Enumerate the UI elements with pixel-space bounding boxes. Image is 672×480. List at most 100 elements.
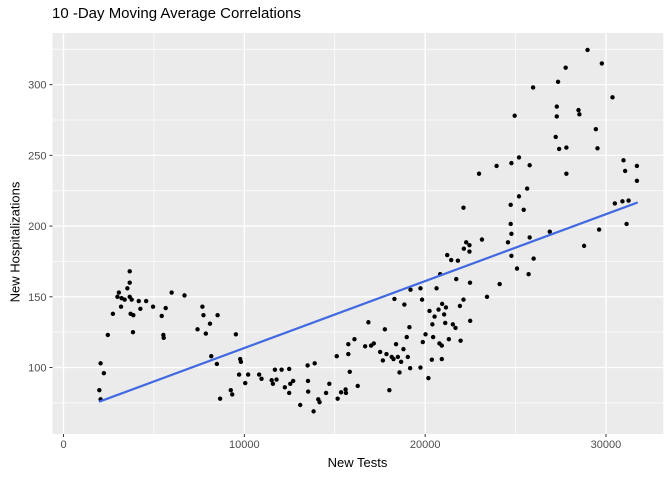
scatter-point xyxy=(115,294,120,299)
scatter-point xyxy=(624,221,629,227)
scatter-point xyxy=(521,207,526,213)
scatter-point xyxy=(311,409,316,414)
scatter-point xyxy=(338,390,344,395)
scatter-point xyxy=(236,372,242,377)
scatter-point xyxy=(122,297,127,302)
scatter-point xyxy=(362,344,368,349)
scatter-point xyxy=(547,229,552,234)
y-tick-label: 250 xyxy=(28,150,46,162)
scatter-point xyxy=(405,354,411,360)
scatter-point xyxy=(101,370,107,376)
scatter-point xyxy=(467,318,473,324)
scatter-point xyxy=(577,112,582,117)
scatter-point xyxy=(436,307,441,312)
scatter-point xyxy=(599,61,605,66)
scatter-point xyxy=(131,312,136,318)
scatter-point xyxy=(125,286,130,291)
scatter-point xyxy=(238,359,244,365)
scatter-point xyxy=(531,256,536,261)
scatter-point xyxy=(355,383,360,389)
scatter-point xyxy=(554,104,559,109)
scatter-point xyxy=(626,198,631,203)
scatter-point xyxy=(563,65,568,70)
scatter-point xyxy=(420,339,426,345)
scatter-point xyxy=(402,302,407,307)
scatter-point xyxy=(461,246,467,251)
scatter-point xyxy=(195,327,200,332)
scatter-point xyxy=(527,235,532,240)
scatter-point xyxy=(384,351,389,357)
scatter-point xyxy=(527,163,532,168)
scatter-point xyxy=(479,237,485,242)
scatter-point xyxy=(392,296,397,302)
scatter-point xyxy=(467,280,473,285)
scatter-point xyxy=(516,155,522,160)
scatter-point xyxy=(418,286,423,291)
scatter-point xyxy=(494,163,499,169)
y-tick-label: 150 xyxy=(28,292,46,304)
y-tick-label: 300 xyxy=(28,80,46,92)
scatter-point xyxy=(207,321,213,326)
scatter-point xyxy=(127,280,132,285)
scatter-point xyxy=(118,304,124,309)
scatter-point xyxy=(282,385,288,390)
scatter-point xyxy=(555,79,561,84)
scatter-point xyxy=(439,356,444,362)
scatter-point xyxy=(423,332,428,337)
scatter-point xyxy=(214,361,220,367)
scatter-point xyxy=(596,227,602,232)
x-axis-title: New Tests xyxy=(327,455,388,470)
scatter-point xyxy=(441,312,447,317)
scatter-point xyxy=(497,281,502,287)
scatter-point xyxy=(159,313,164,319)
scatter-point xyxy=(453,325,458,331)
scatter-point xyxy=(407,325,412,330)
scatter-point xyxy=(270,381,276,386)
scatter-point xyxy=(245,372,251,377)
scatter-point xyxy=(279,367,284,372)
scatter-point xyxy=(161,335,166,341)
scatter-point xyxy=(259,376,264,382)
scatter-point xyxy=(514,266,520,271)
scatter-point xyxy=(182,293,187,298)
scatter-point xyxy=(457,303,463,309)
scatter-point xyxy=(129,297,134,302)
scatter-point xyxy=(387,387,392,393)
scatter-point xyxy=(382,327,388,332)
scatter-point xyxy=(136,298,141,304)
scatter-point xyxy=(450,322,456,327)
scatter-point xyxy=(203,331,209,336)
scatter-point xyxy=(509,160,514,166)
y-tick-label: 100 xyxy=(28,363,46,375)
scatter-point xyxy=(508,221,513,227)
scatter-point xyxy=(612,201,618,206)
scatter-point xyxy=(445,252,450,258)
x-tick-label: 0 xyxy=(60,439,66,451)
scatter-point xyxy=(576,107,581,113)
scatter-point xyxy=(593,126,599,132)
scatter-point xyxy=(408,287,413,292)
scatter-point xyxy=(443,305,449,310)
y-tick-label: 200 xyxy=(28,221,46,233)
scatter-point xyxy=(130,329,136,335)
scatter-point xyxy=(317,399,322,405)
scatter-point xyxy=(274,377,279,382)
plot-panel xyxy=(52,33,664,434)
scatter-point xyxy=(343,390,349,396)
scatter-point xyxy=(298,402,303,408)
scatter-point xyxy=(512,113,517,118)
scatter-point xyxy=(509,231,514,237)
scatter-point xyxy=(418,365,423,370)
scatter-point xyxy=(127,269,132,274)
scatter-point xyxy=(286,390,292,396)
scatter-point xyxy=(217,396,223,401)
scatter-point xyxy=(508,202,513,208)
scatter-point xyxy=(554,114,559,119)
scatter-point xyxy=(461,297,466,302)
scatter-point xyxy=(150,304,156,309)
scatter-point xyxy=(163,305,168,311)
scatter-point xyxy=(391,356,396,362)
scatter-point xyxy=(233,332,239,337)
scatter-point xyxy=(430,334,436,340)
scatter-point xyxy=(556,146,562,152)
